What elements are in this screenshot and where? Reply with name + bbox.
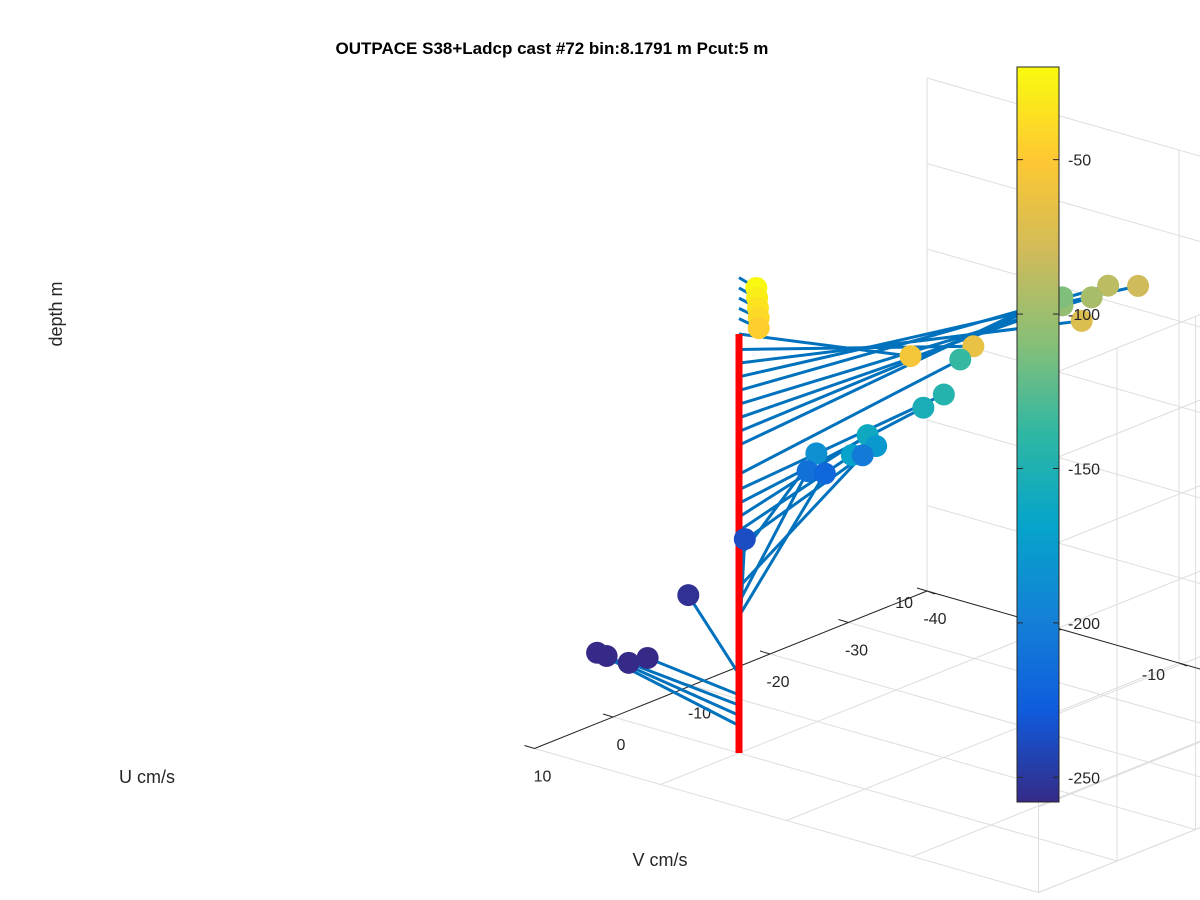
data-point [636,646,659,669]
velocity-vector [738,406,925,505]
gridline-u [786,662,1180,821]
gridline-u [912,740,1200,857]
gridline-depth [926,590,1200,670]
data-point [813,462,836,485]
gridline-depth [926,334,1200,414]
data-point [1080,286,1103,309]
data-point [586,641,609,664]
x-tick-mark [838,619,849,623]
grid-lines [534,77,1200,893]
x-tick-mark [916,587,928,592]
gridline-u [1038,827,1200,893]
gridline-depth [1038,485,1200,551]
velocity-vector [628,661,740,707]
data-point [617,651,640,674]
colorbar: -50 -100 -150 -200 -250 [1016,66,1100,803]
data-point [899,345,922,368]
velocity-vector [737,470,809,604]
z-axis-label: depth m [46,281,66,346]
gridline-depth [926,163,1200,243]
velocity-vector [647,656,740,697]
velocity-vector [738,303,1063,420]
gridline-depth [926,505,1200,585]
y-tick-label: -10 [1142,667,1165,684]
data-point [912,396,935,419]
colorbar-tick-label: -150 [1068,461,1100,478]
colorbar-ticks: -50 -100 -150 -200 -250 [1017,153,1100,787]
colorbar-tick-label: -250 [1068,770,1100,787]
gridline-depth [1038,827,1200,893]
gridline-depth [926,419,1200,499]
y-axis-line [926,590,1200,670]
x-tick-label: 0 [617,737,626,754]
velocity-vector [738,358,961,476]
gridline-v [926,590,1200,670]
data-point [1070,309,1093,332]
x-axis-line [534,590,928,749]
x-tick-mark [602,713,614,718]
velocity-vector [738,296,1063,433]
y-tick-mark [1178,662,1188,667]
colorbar-gradient [1016,66,1060,803]
data-point [1127,274,1150,297]
data-series [586,274,1150,753]
velocity-vector [687,594,741,676]
x-tick-mark [524,745,535,749]
x-axis-label: V cm/s [632,850,687,870]
gridline-depth [1038,314,1200,380]
data-point [932,383,955,406]
data-point [805,442,828,465]
data-point [747,317,770,340]
gridline-depth [926,77,1200,157]
data-point [733,528,756,551]
x-tick-label: -40 [923,611,946,628]
velocity-vector [738,332,911,358]
data-point [796,460,819,483]
x-tick-label: -30 [845,643,868,660]
gridline-depth [1038,570,1200,637]
y-tick-label: 10 [895,595,913,612]
gridline-depth [926,248,1200,328]
x-tick-label: 10 [534,769,552,786]
gridline-depth [1038,656,1200,722]
y-axis-label: U cm/s [119,767,175,787]
data-point [851,444,874,467]
velocity-vector [738,393,945,492]
data-point [677,584,700,607]
data-point [949,348,972,371]
x-tick-label: -20 [766,674,789,691]
velocity-vector [738,302,1038,447]
gridline-depth [1038,741,1200,808]
colorbar-tick-label: -50 [1068,153,1091,170]
chart-title: OUTPACE S38+Ladcp cast #72 bin:8.1791 m … [336,39,769,58]
colorbar-tick-label: -200 [1068,616,1100,633]
velocity-vector [737,472,827,617]
gridline-u [660,626,1054,785]
gridline-depth [1038,399,1200,466]
x-tick-mark [759,650,771,655]
colorbar-tick-label: -100 [1068,307,1100,324]
data-point [1097,274,1120,297]
y-tick-mark [926,590,936,595]
